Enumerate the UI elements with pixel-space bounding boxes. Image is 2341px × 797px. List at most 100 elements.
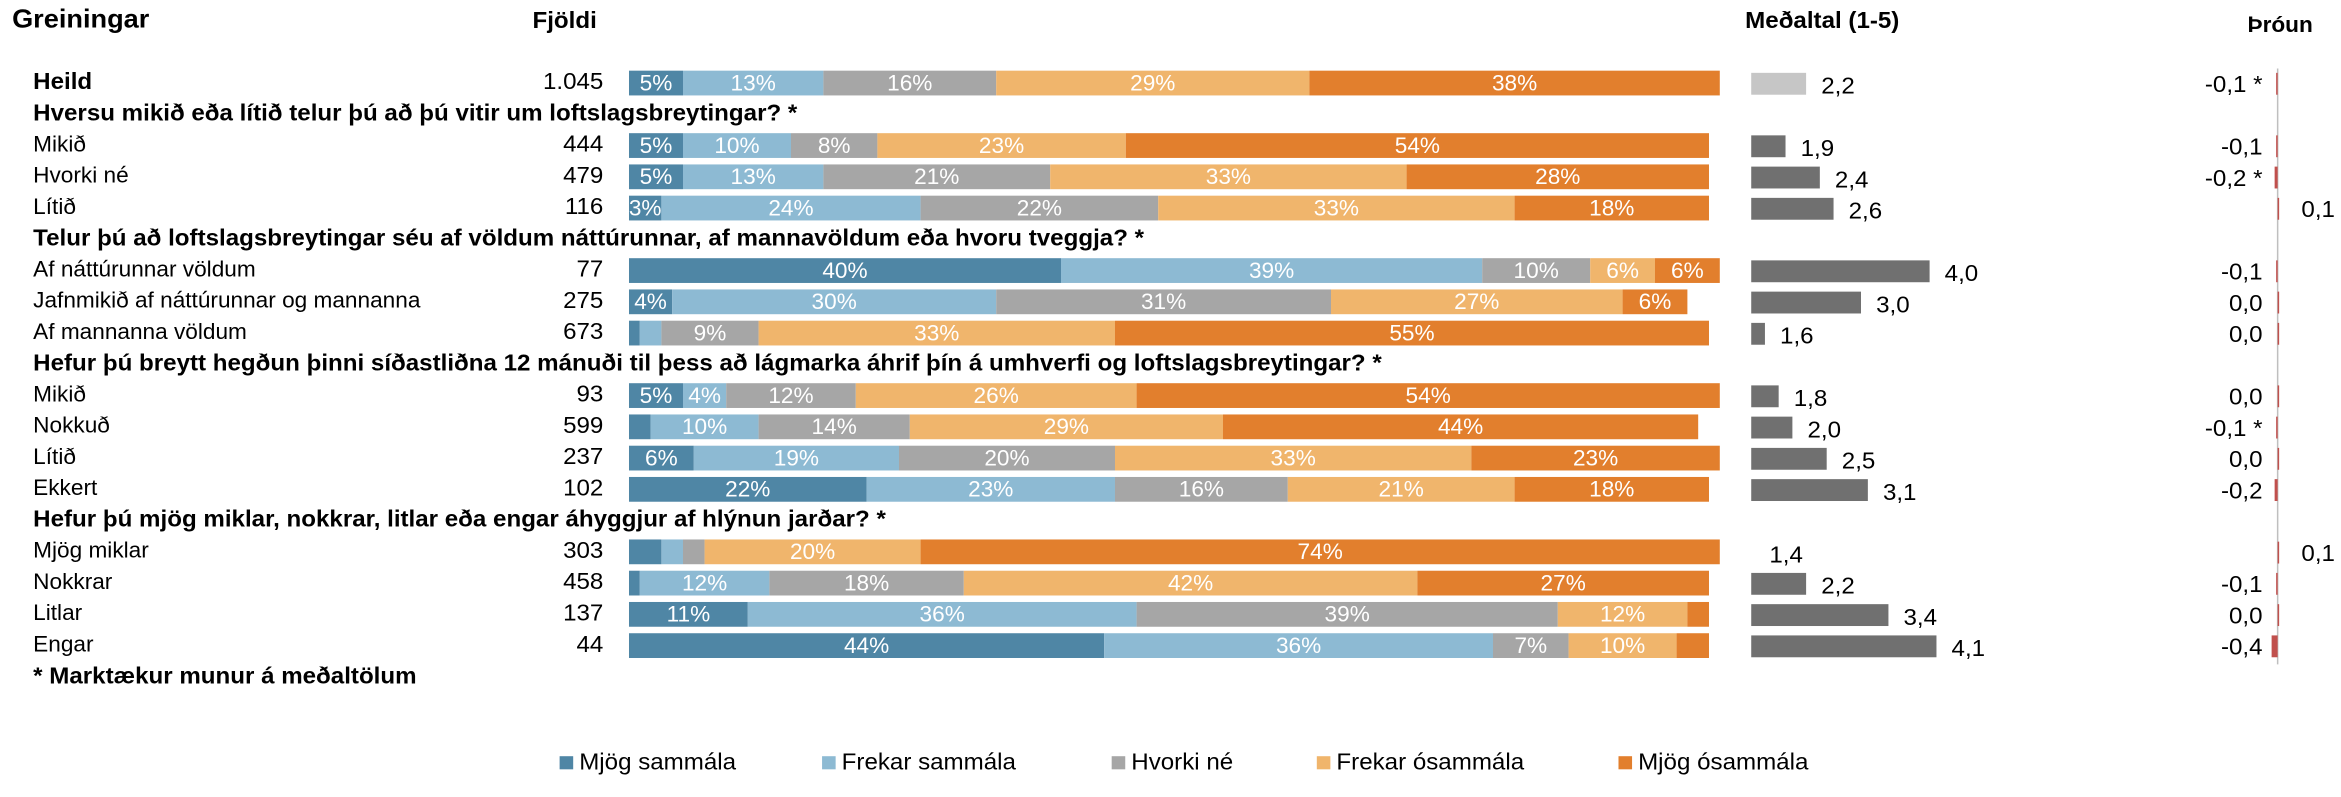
bar-label: 16% xyxy=(1179,477,1224,502)
count: 1.045 xyxy=(543,70,603,96)
bar-label: 29% xyxy=(1044,414,1089,439)
bar-segment xyxy=(823,164,1051,190)
bar-label: 8% xyxy=(818,133,851,158)
bar-label: 38% xyxy=(1492,71,1537,96)
bar-segment xyxy=(1287,476,1515,502)
bar-label: 11% xyxy=(667,602,711,627)
bar-segment xyxy=(628,195,662,221)
legend-label: Mjög ósammála xyxy=(1638,750,1809,776)
trend-label: 0,0 xyxy=(2229,385,2263,411)
bar-segment xyxy=(1222,414,1699,440)
bar-label: 16% xyxy=(887,71,932,96)
bar-segment xyxy=(726,383,856,408)
bar-segment xyxy=(866,476,1115,502)
bar-label: 28% xyxy=(1535,164,1580,189)
bar-label: 30% xyxy=(812,289,857,314)
mean-bar xyxy=(1751,72,1807,95)
mean-bar xyxy=(1751,260,1930,283)
bar-segment xyxy=(1104,633,1493,658)
bar-segment xyxy=(628,445,694,471)
trend-bar xyxy=(2274,166,2278,189)
trend-label: -0,1 * xyxy=(2205,416,2263,442)
bar-segment xyxy=(628,164,683,190)
bar-label: 5% xyxy=(640,71,673,96)
trend-bar xyxy=(2276,572,2278,595)
bar-segment xyxy=(920,539,1720,565)
mean-label: 1,4 xyxy=(1769,543,1803,569)
bar-label: 10% xyxy=(682,414,727,439)
count: 479 xyxy=(563,163,603,189)
mean-bar xyxy=(1751,322,1765,345)
legend-swatch xyxy=(1316,756,1331,770)
bar-label: 4% xyxy=(634,289,667,314)
legend-label: Frekar ósammála xyxy=(1336,750,1525,776)
group-header: Hefur þú breytt hegðun þinni síðastliðna… xyxy=(33,351,1382,377)
bar-segment xyxy=(661,320,759,346)
bar-label: 36% xyxy=(920,602,965,627)
bar-label: 10% xyxy=(714,133,759,158)
bar-segment xyxy=(823,70,997,96)
bar-label: 20% xyxy=(790,539,835,564)
bar-label: 19% xyxy=(774,446,819,471)
mean-bar xyxy=(1751,635,1937,658)
bar-segment xyxy=(639,320,662,346)
bar-segment xyxy=(1114,320,1709,346)
mean-label: 1,8 xyxy=(1794,386,1828,412)
count: 237 xyxy=(563,445,603,471)
trend-bar xyxy=(2277,541,2280,564)
bar-segment xyxy=(682,539,705,565)
bar-segment xyxy=(1492,633,1569,658)
bar-segment xyxy=(1590,258,1655,283)
trend-bar xyxy=(2277,197,2280,220)
bar-label: 10% xyxy=(1514,258,1559,283)
footnote: * Marktækur munur á meðaltölum xyxy=(33,664,416,690)
trend-bar xyxy=(2277,385,2280,408)
mean-label: 3,0 xyxy=(1876,293,1910,319)
bar-label: 54% xyxy=(1406,383,1451,408)
bar-segment xyxy=(628,539,662,565)
bar-label: 33% xyxy=(1206,164,1251,189)
bar-label: 5% xyxy=(640,164,673,189)
bar-segment xyxy=(1114,476,1288,502)
bar-label: 6% xyxy=(645,446,678,471)
bar-label: 29% xyxy=(1130,71,1175,96)
row-label: Jafnmikið af náttúrunnar og mannanna xyxy=(33,288,421,313)
bar-label: 55% xyxy=(1389,321,1434,346)
trend-bar xyxy=(2271,635,2278,658)
bar-segment xyxy=(1676,633,1709,658)
mean-label: 1,6 xyxy=(1780,324,1814,350)
bar-segment xyxy=(747,601,1137,627)
bar-segment xyxy=(758,414,910,440)
row-label: Af mannanna völdum xyxy=(33,319,247,344)
trend-bar xyxy=(2274,479,2278,502)
bar-label: 31% xyxy=(1141,289,1186,314)
bar-label: 24% xyxy=(768,196,813,221)
mean-bar xyxy=(1751,604,1889,627)
trend-bar xyxy=(2277,322,2280,345)
mean-bar xyxy=(1751,447,1827,470)
bar-segment xyxy=(758,320,1115,346)
legend-label: Frekar sammála xyxy=(842,750,1017,776)
bar-segment xyxy=(661,539,683,565)
trend-label: -0,1 xyxy=(2221,260,2263,286)
count: 444 xyxy=(563,132,603,158)
trend-bar xyxy=(2276,72,2278,95)
row-label: Mikið xyxy=(33,132,86,157)
bar-segment xyxy=(704,539,921,565)
group-header: Hefur þú mjög miklar, nokkrar, litlar eð… xyxy=(33,507,886,533)
bar-segment xyxy=(1136,383,1720,408)
bar-label: 22% xyxy=(1017,196,1062,221)
count: 673 xyxy=(563,320,603,346)
count: 137 xyxy=(563,601,603,627)
bar-segment xyxy=(1687,601,1709,627)
bar-segment xyxy=(628,601,748,627)
bar-label: 5% xyxy=(640,133,673,158)
row-label: Mjög miklar xyxy=(33,538,149,563)
bar-label: 10% xyxy=(1600,633,1645,658)
bar-segment xyxy=(628,258,1061,283)
mean-bar xyxy=(1751,416,1793,439)
bar-label: 3% xyxy=(629,196,662,221)
bar-segment xyxy=(1514,476,1709,502)
bar-label: 36% xyxy=(1276,633,1321,658)
bar-segment xyxy=(628,476,867,502)
